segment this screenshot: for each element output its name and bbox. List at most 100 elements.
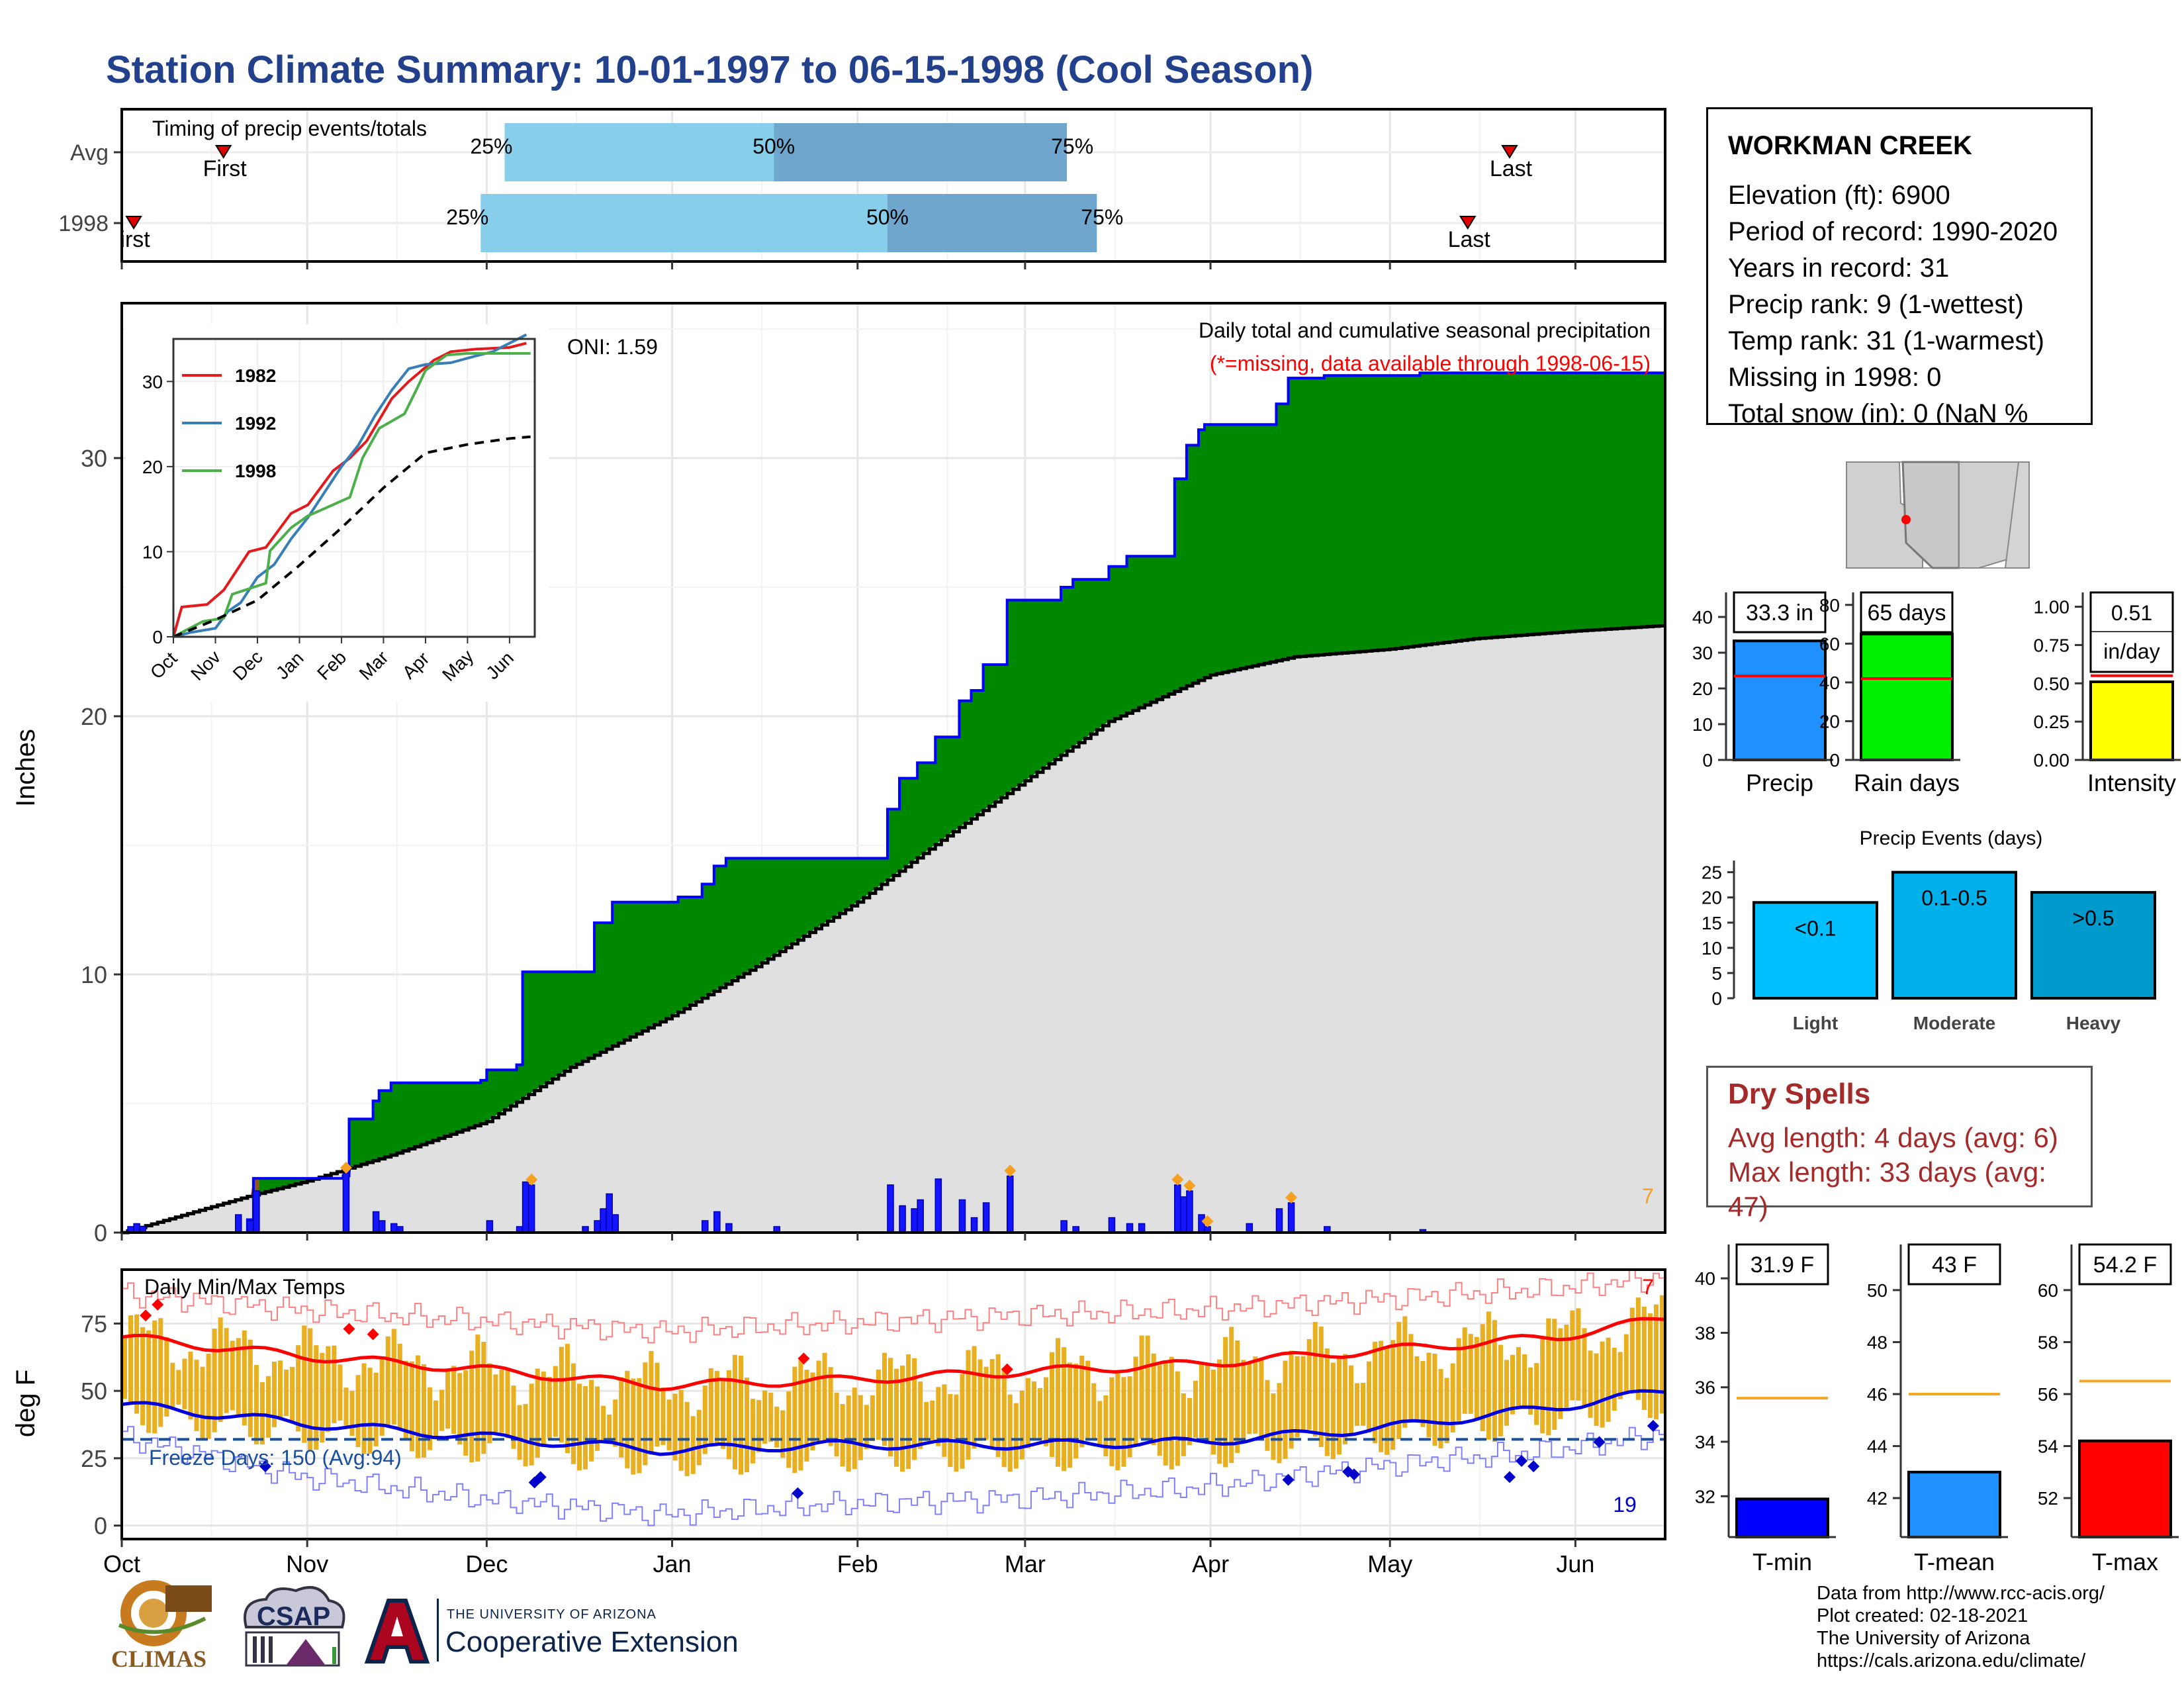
timing-marker-first bbox=[214, 145, 232, 159]
daily-temp-range-bar bbox=[1528, 1367, 1533, 1415]
summary-y-tick-label: 38 bbox=[1695, 1323, 1715, 1343]
daily-temp-range-bar bbox=[678, 1389, 684, 1471]
daily-temp-range-bar bbox=[1385, 1347, 1390, 1455]
daily-precip-bar bbox=[917, 1199, 924, 1233]
daily-temp-range-bar bbox=[1169, 1356, 1174, 1470]
daily-temp-range-bar bbox=[983, 1366, 989, 1440]
y-tick-label: 30 bbox=[81, 445, 107, 472]
daily-temp-range-bar bbox=[253, 1365, 259, 1444]
daily-temp-range-bar bbox=[768, 1392, 774, 1442]
daily-temp-range-bar bbox=[1396, 1321, 1402, 1440]
daily-temp-range-bar bbox=[582, 1385, 588, 1470]
daily-precip-bar bbox=[342, 1172, 350, 1233]
daily-precip-bar bbox=[713, 1211, 721, 1233]
daily-temp-range-bar bbox=[1241, 1360, 1246, 1442]
daily-temp-range-bar bbox=[708, 1368, 713, 1446]
events-y-tick-label: 25 bbox=[1702, 863, 1722, 883]
daily-temp-range-bar bbox=[242, 1330, 247, 1426]
daily-temp-range-bar bbox=[415, 1355, 420, 1458]
daily-temp-range-bar bbox=[499, 1370, 504, 1433]
daily-temp-range-bar bbox=[924, 1401, 929, 1441]
daily-temp-range-bar bbox=[852, 1387, 857, 1470]
climas-logo-mark bbox=[118, 1580, 212, 1646]
precip-cumulative-line bbox=[122, 371, 1665, 1234]
map-state-far-east bbox=[2004, 461, 2030, 569]
record-low-marker bbox=[792, 1487, 804, 1499]
daily-temp-range-bar bbox=[547, 1376, 552, 1439]
daily-temp-range-bar bbox=[1139, 1335, 1144, 1439]
freeze-days-label: Freeze Days: 150 (Avg:94) bbox=[149, 1446, 402, 1470]
summary-y-tick-label: 44 bbox=[1867, 1436, 1888, 1457]
daily-temp-range-bar bbox=[1217, 1359, 1222, 1464]
daily-temp-range-bar bbox=[978, 1359, 983, 1441]
credit-line: Plot created: 02-18-2021 bbox=[1817, 1605, 2028, 1626]
daily-precip-bar bbox=[253, 1190, 260, 1233]
daily-temp-range-bar bbox=[403, 1360, 408, 1440]
daily-temp-range-bar bbox=[1073, 1364, 1079, 1459]
daily-temp-range-bar bbox=[1426, 1352, 1432, 1438]
daily-temp-range-bar bbox=[1181, 1393, 1186, 1456]
summary-y-tick-label: 32 bbox=[1695, 1486, 1715, 1507]
daily-temp-range-bar bbox=[834, 1392, 839, 1457]
snow-marker-diamond bbox=[1201, 1215, 1214, 1227]
summary-y-tick-label: 30 bbox=[1692, 643, 1713, 663]
daily-temp-range-bar bbox=[338, 1364, 343, 1421]
record-low-marker bbox=[259, 1460, 271, 1473]
summary-value-box bbox=[1860, 591, 1954, 633]
daily-temp-range-bar bbox=[989, 1359, 995, 1447]
daily-temp-range-bar bbox=[643, 1362, 648, 1466]
daily-temp-range-bar bbox=[696, 1409, 702, 1466]
daily-temp-range-bar bbox=[1336, 1358, 1342, 1455]
daily-temp-range-bar bbox=[1552, 1319, 1557, 1430]
daily-temp-range-bar bbox=[529, 1383, 534, 1466]
daily-temp-range-bar bbox=[182, 1358, 187, 1409]
record-low-marker bbox=[1516, 1454, 1528, 1467]
daily-temp-range-bar bbox=[1277, 1383, 1282, 1464]
summary-category-label: T-max bbox=[2092, 1548, 2158, 1575]
daily-temp-range-bar bbox=[1635, 1297, 1641, 1400]
daily-temp-range-bar bbox=[1193, 1380, 1198, 1438]
daily-temp-range-bar bbox=[409, 1361, 414, 1452]
daily-temp-range-bar bbox=[960, 1374, 965, 1469]
daily-temp-range-bar bbox=[1151, 1353, 1156, 1446]
daily-temp-range-bar bbox=[816, 1360, 821, 1442]
csap-logo-mark bbox=[244, 1586, 345, 1667]
daily-temp-range-bar bbox=[930, 1400, 935, 1440]
daily-precip-bar bbox=[982, 1202, 990, 1233]
daily-temp-range-bar bbox=[421, 1364, 426, 1458]
timing-label-p75: 75% bbox=[1081, 205, 1123, 229]
daily-temp-range-bar bbox=[1354, 1383, 1360, 1426]
inset-legend-label: 1982 bbox=[235, 365, 276, 386]
daily-temp-range-bar bbox=[1306, 1338, 1312, 1430]
daily-temp-range-bar bbox=[780, 1410, 786, 1458]
daily-precip-bar bbox=[234, 1214, 242, 1233]
summary-y-tick-label: 46 bbox=[1867, 1384, 1888, 1405]
daily-temp-range-bar bbox=[1510, 1354, 1516, 1415]
station-line: Years in record: 31 bbox=[1728, 254, 1950, 283]
snow-marker-diamond bbox=[340, 1162, 352, 1174]
daily-temp-range-bar bbox=[1498, 1344, 1503, 1437]
daily-temp-range-bar bbox=[751, 1399, 756, 1464]
daily-temp-range-bar bbox=[1265, 1380, 1270, 1451]
record-high-marker bbox=[152, 1298, 164, 1311]
daily-temp-range-bar bbox=[164, 1337, 169, 1417]
daily-temp-range-bar bbox=[822, 1352, 827, 1440]
daily-temp-range-bar bbox=[936, 1387, 941, 1446]
dry-spells-box: Dry Spells Avg length: 4 days (avg: 6) M… bbox=[1706, 1066, 2093, 1222]
precip-panel-frame bbox=[120, 302, 1666, 1234]
summary-value-label: 54.2 F bbox=[2093, 1252, 2157, 1278]
daily-temp-range-bar bbox=[1432, 1354, 1437, 1446]
daily-temp-range-bar bbox=[1361, 1383, 1366, 1426]
temp-panel-frame bbox=[120, 1268, 1666, 1540]
inset-legend-label: 1992 bbox=[235, 413, 276, 434]
daily-temp-range-bar bbox=[259, 1382, 265, 1445]
csap-logo-text: CSAP bbox=[257, 1602, 331, 1631]
x-tick-label: Apr bbox=[1192, 1550, 1229, 1577]
daily-temp-range-bar bbox=[1606, 1337, 1611, 1422]
timing-panel-frame bbox=[120, 108, 1666, 263]
x-tick-label: Feb bbox=[837, 1550, 878, 1577]
inset-y-tick-label: 0 bbox=[152, 627, 163, 647]
daily-temp-range-bar bbox=[1001, 1370, 1007, 1468]
summary-y-tick-label: 0 bbox=[1829, 750, 1840, 771]
daily-temp-range-bar bbox=[804, 1370, 809, 1462]
